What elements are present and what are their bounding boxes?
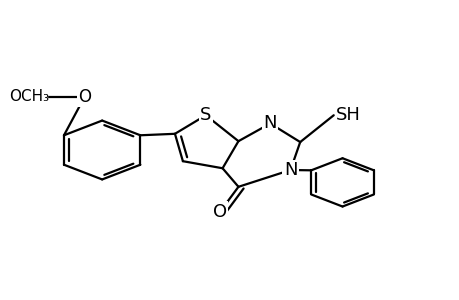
Text: O: O bbox=[78, 88, 91, 106]
Text: N: N bbox=[263, 115, 276, 133]
Text: S: S bbox=[200, 106, 211, 124]
Text: SH: SH bbox=[335, 106, 360, 124]
Text: O: O bbox=[213, 203, 226, 221]
Text: N: N bbox=[283, 161, 297, 179]
Text: OCH₃: OCH₃ bbox=[9, 89, 49, 104]
